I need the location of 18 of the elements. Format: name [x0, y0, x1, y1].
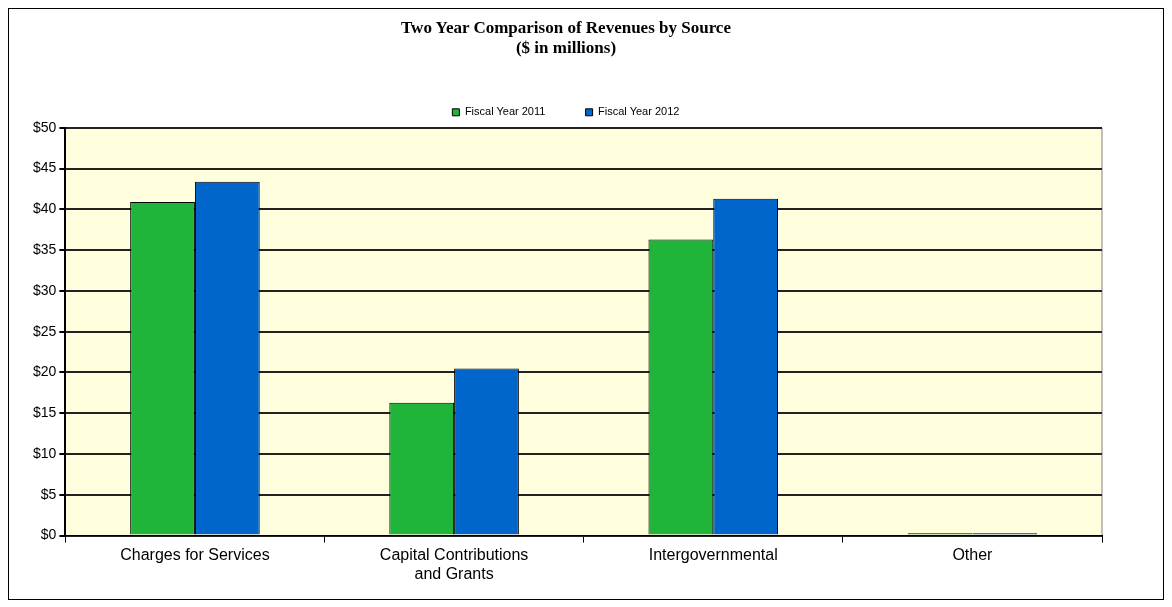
y-tick-label: $50 — [33, 118, 57, 135]
y-tick-label: $40 — [33, 200, 57, 217]
y-tick-label: $10 — [33, 444, 57, 461]
y-tick-label: $45 — [33, 159, 57, 176]
y-tick-label: $35 — [33, 241, 57, 257]
y-tick-label: $20 — [33, 363, 57, 380]
y-tick-label: $25 — [33, 322, 57, 339]
x-tick-label: Intergovernmental — [648, 545, 778, 563]
chart-title: Two Year Comparison of Revenues by Source ($ in millions) — [401, 17, 732, 57]
legend-label: Fiscal Year 2012 — [598, 105, 680, 118]
y-tick-label: $0 — [40, 526, 57, 543]
y-tick-label: $30 — [33, 281, 57, 298]
y-tick-label: $5 — [40, 485, 57, 502]
x-tick-label: Other — [952, 545, 994, 563]
legend-label: Fiscal Year 2011 — [464, 105, 546, 118]
y-tick-label: $15 — [33, 404, 57, 421]
x-tick-label: Capital Contributions and Grants — [379, 545, 529, 582]
x-tick-label: Charges for Services — [120, 545, 270, 563]
